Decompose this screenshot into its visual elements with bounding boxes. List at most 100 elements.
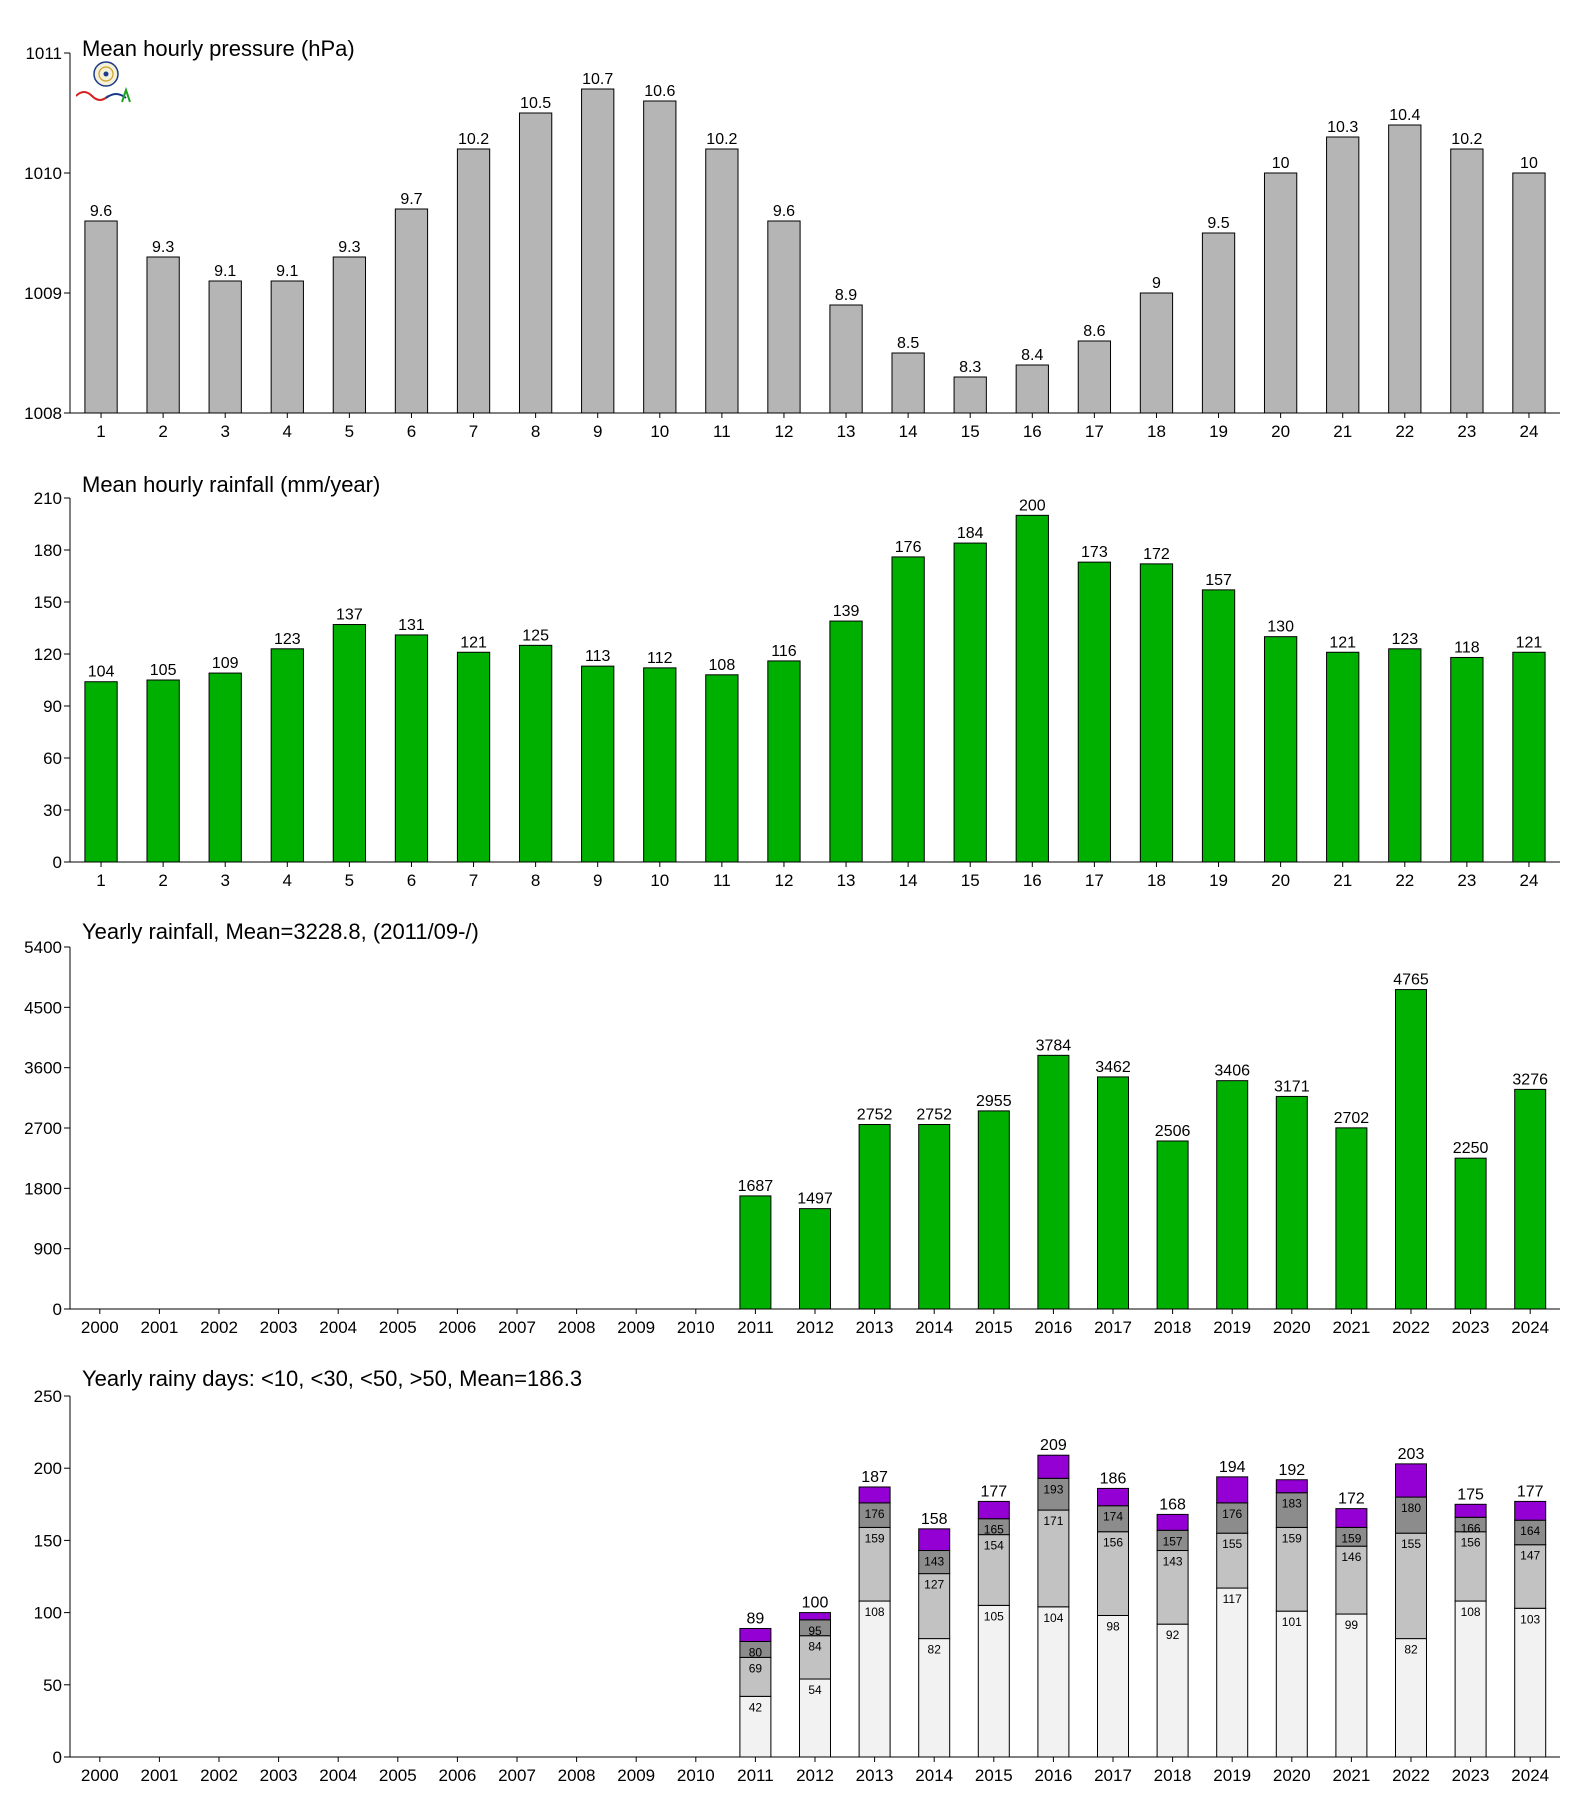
x-tick-label: 12	[774, 422, 793, 441]
total-label: 100	[802, 1595, 829, 1612]
stack-segment-<50	[1275, 1492, 1308, 1528]
bar	[1512, 651, 1546, 863]
y-tick-label: 2700	[24, 1119, 62, 1138]
y-tick-label: 1800	[24, 1179, 62, 1198]
x-tick-label: 10	[650, 422, 669, 441]
total-label: 175	[1457, 1486, 1484, 1503]
x-tick-label: 19	[1209, 422, 1228, 441]
x-tick-label: 4	[283, 422, 292, 441]
data-label: 176	[895, 539, 922, 556]
data-label: 9.6	[90, 203, 112, 220]
bar	[1097, 1076, 1129, 1310]
data-label: 10.2	[458, 131, 489, 148]
bar	[581, 88, 615, 414]
stack-segment-<10	[977, 1604, 1010, 1758]
y-tick-label: 1009	[24, 284, 62, 303]
segment-label: 171	[1043, 1514, 1063, 1528]
x-tick-label: 2001	[140, 1318, 178, 1337]
stack-segment->50	[1216, 1476, 1249, 1504]
stack-segment->50	[1156, 1513, 1189, 1531]
segment-label: 117	[1223, 1592, 1242, 1606]
x-tick-label: 2023	[1452, 1318, 1490, 1337]
data-label: 3171	[1274, 1078, 1310, 1095]
stack-segment-<10	[1395, 1638, 1427, 1758]
bar	[1450, 656, 1484, 863]
total-label: 177	[980, 1483, 1007, 1500]
x-tick-label: 2018	[1154, 1318, 1192, 1337]
data-label: 10.7	[582, 71, 613, 88]
bar	[799, 1208, 831, 1310]
segment-label: 99	[1345, 1618, 1359, 1632]
x-tick-label: 9	[593, 422, 602, 441]
bar	[1275, 1095, 1308, 1310]
x-tick-label: 13	[837, 422, 856, 441]
stack-segment-<10	[1454, 1600, 1487, 1758]
data-label: 200	[1019, 497, 1046, 514]
bar	[1015, 514, 1049, 863]
x-tick-label: 2008	[558, 1318, 596, 1337]
x-tick-label: 2000	[81, 1766, 119, 1785]
stack-segment-<30	[1156, 1550, 1189, 1625]
x-tick-label: 2012	[796, 1766, 834, 1785]
x-tick-label: 2014	[915, 1318, 953, 1337]
x-tick-label: 1	[96, 871, 105, 890]
bar	[270, 648, 304, 863]
x-tick-label: 2003	[260, 1318, 298, 1337]
y-tick-label: 50	[43, 1676, 62, 1695]
y-tick-label: 60	[43, 749, 62, 768]
x-tick-label: 21	[1333, 422, 1352, 441]
stack-segment-<30	[1216, 1532, 1249, 1589]
segment-label: 80	[749, 1645, 763, 1659]
x-tick-label: 2009	[617, 1766, 655, 1785]
data-label: 10.4	[1389, 107, 1420, 124]
x-tick-label: 17	[1085, 422, 1104, 441]
data-label: 125	[522, 627, 549, 644]
bar	[394, 634, 429, 863]
bar	[1512, 172, 1546, 414]
data-label: 8.4	[1021, 347, 1043, 364]
data-label: 2752	[857, 1107, 893, 1124]
stack-segment-<10	[1514, 1607, 1547, 1758]
segment-label: 82	[1404, 1643, 1418, 1657]
segment-label: 193	[1043, 1482, 1063, 1496]
x-tick-label: 22	[1395, 871, 1414, 890]
data-label: 9.3	[338, 239, 360, 256]
segment-label: 155	[1222, 1537, 1242, 1551]
y-tick-label: 1008	[24, 404, 62, 423]
x-tick-label: 20	[1271, 871, 1290, 890]
data-label: 9.5	[1207, 215, 1229, 232]
y-tick-label: 120	[34, 645, 62, 664]
x-tick-label: 2002	[200, 1318, 238, 1337]
chart-panel-1: Mean hourly pressure (hPa)10081009101010…	[24, 36, 1560, 441]
bar	[581, 665, 615, 863]
data-label: 105	[150, 662, 177, 679]
chart-title: Mean hourly pressure (hPa)	[82, 36, 355, 61]
x-tick-label: 2019	[1213, 1766, 1251, 1785]
data-label: 139	[833, 603, 860, 620]
stack-segment-<50	[1097, 1505, 1129, 1533]
x-tick-label: 18	[1147, 871, 1166, 890]
bar	[208, 280, 242, 414]
bar	[456, 148, 491, 414]
x-tick-label: 2	[158, 422, 167, 441]
x-tick-label: 2016	[1034, 1318, 1072, 1337]
bar	[1388, 648, 1422, 863]
data-label: 9.1	[276, 263, 298, 280]
y-tick-label: 250	[34, 1387, 62, 1406]
stack-segment-<30	[1097, 1531, 1129, 1616]
x-tick-label: 2	[158, 871, 167, 890]
bar	[1077, 340, 1112, 414]
x-tick-label: 16	[1023, 422, 1042, 441]
stack-segment-<30	[1275, 1526, 1308, 1612]
stack-segment->50	[1395, 1463, 1427, 1498]
data-label: 9.1	[214, 263, 236, 280]
stack-segment-<10	[1216, 1587, 1249, 1758]
bar	[1514, 1088, 1547, 1310]
x-tick-label: 24	[1519, 422, 1538, 441]
x-tick-label: 2016	[1034, 1766, 1072, 1785]
x-tick-label: 13	[837, 871, 856, 890]
bar	[953, 542, 987, 863]
bar	[829, 620, 863, 863]
